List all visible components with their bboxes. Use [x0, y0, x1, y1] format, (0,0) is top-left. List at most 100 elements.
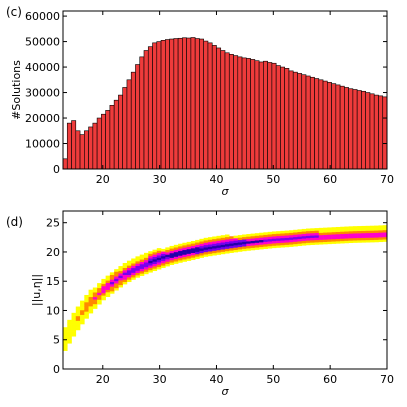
heatmap-cell: [310, 230, 315, 234]
heatmap-cell: [169, 262, 175, 265]
histogram-bar: [233, 55, 239, 170]
heatmap-cell: [199, 243, 204, 247]
heatmap-cell: [122, 281, 128, 285]
heatmap-cell: [225, 246, 230, 249]
heatmap-cell: [374, 237, 379, 240]
heatmap-cell: [126, 279, 132, 283]
heatmap-cell: [288, 239, 294, 243]
heatmap-cell: [169, 259, 175, 263]
histogram-bar: [118, 94, 123, 170]
x-axis-label-c: σ: [222, 185, 230, 198]
heatmap-cell: [335, 241, 341, 244]
heatmap-cell: [259, 232, 264, 236]
heatmap-cell: [118, 266, 123, 269]
heatmap-cell: [340, 238, 345, 242]
y-axis-label-d: ||u,η||: [30, 274, 43, 306]
heatmap-cell: [378, 234, 384, 238]
heatmap-cell: [71, 315, 77, 318]
heatmap-cell: [186, 246, 192, 250]
heatmap-cell: [225, 241, 230, 245]
heatmap-cell: [288, 234, 294, 238]
histogram-bar: [254, 60, 260, 170]
heatmap-cell: [271, 231, 277, 235]
heatmap-cell: [382, 225, 388, 228]
histogram-bar: [339, 85, 345, 170]
heatmap-cell: [190, 248, 196, 251]
heatmap-cell: [314, 230, 320, 234]
heatmap-cell: [182, 242, 187, 246]
heatmap-cell: [173, 249, 179, 253]
heatmap-cell: [131, 258, 136, 262]
heatmap-cell: [186, 251, 192, 254]
heatmap-cell: [369, 237, 375, 241]
heatmap-cell: [199, 250, 204, 254]
x-tick-label: 30: [153, 173, 167, 186]
heatmap-cell: [173, 244, 179, 248]
heatmap-cell: [207, 244, 213, 247]
heatmap-cell: [365, 235, 371, 238]
heatmap-cell: [105, 294, 111, 297]
histogram-bar: [297, 73, 303, 170]
heatmap-cell: [259, 239, 264, 243]
heatmap-cell: [80, 302, 85, 306]
heatmap-cell: [88, 301, 94, 305]
heatmap-cell: [80, 314, 85, 318]
heatmap-cell: [109, 274, 115, 278]
heatmap-cell: [271, 233, 277, 237]
histogram-bar: [96, 117, 102, 170]
heatmap-cell: [374, 227, 379, 231]
heatmap-cell: [216, 238, 222, 241]
heatmap-cell: [365, 239, 371, 243]
heatmap-cell: [203, 251, 209, 255]
heatmap-cell: [225, 243, 230, 247]
heatmap-cell: [361, 225, 366, 229]
histogram-bar: [352, 89, 358, 170]
heatmap-cell: [118, 284, 123, 288]
heatmap-cell: [280, 240, 285, 243]
histogram-bar: [186, 37, 192, 170]
histogram-bar: [79, 134, 85, 170]
histogram-bar: [203, 40, 209, 170]
heatmap-cell: [382, 232, 388, 235]
heatmap-cell: [161, 253, 166, 257]
heatmap-cell: [92, 303, 98, 307]
heatmap-cell: [165, 249, 170, 253]
heatmap-cell: [109, 277, 115, 280]
histogram-bar: [126, 79, 132, 170]
x-tick-label: 20: [96, 373, 110, 386]
heatmap-cell: [352, 228, 358, 232]
heatmap-cell: [301, 235, 307, 239]
heatmap-cell: [195, 244, 200, 248]
heatmap-cell: [344, 233, 349, 237]
heatmap-cell: [288, 230, 294, 233]
heatmap-cell: [195, 253, 200, 257]
heatmap-cell: [327, 234, 332, 238]
heatmap-cell: [229, 238, 234, 242]
heatmap-cell: [263, 241, 268, 245]
heatmap-cell: [288, 237, 294, 240]
heatmap-cell: [186, 241, 192, 245]
histogram-bar: [169, 38, 175, 170]
heatmap-cell: [297, 229, 303, 233]
heatmap-cell: [318, 234, 324, 238]
heatmap-cell: [280, 244, 285, 248]
heatmap-cell: [242, 234, 247, 238]
heatmap-cell: [288, 241, 294, 245]
heatmap-cell: [101, 281, 106, 284]
heatmap-cell: [344, 231, 349, 234]
heatmap-cell: [297, 236, 303, 240]
heatmap-cell: [139, 256, 145, 260]
heatmap-cell: [131, 265, 136, 269]
heatmap-cell: [126, 277, 132, 280]
heatmap-cell: [118, 268, 123, 272]
histogram-bar: [348, 88, 354, 170]
histogram-bar: [147, 46, 153, 170]
heatmap-cell: [306, 237, 311, 241]
heatmap-cell: [280, 237, 285, 241]
y-ticks-d: 0 5 10 15 20 25: [46, 217, 387, 376]
heatmap-cell: [152, 261, 158, 265]
heatmap-cell: [263, 239, 268, 242]
heatmap-cell: [182, 247, 187, 251]
heatmap-cell: [152, 254, 158, 257]
heatmap-cell: [220, 242, 226, 245]
